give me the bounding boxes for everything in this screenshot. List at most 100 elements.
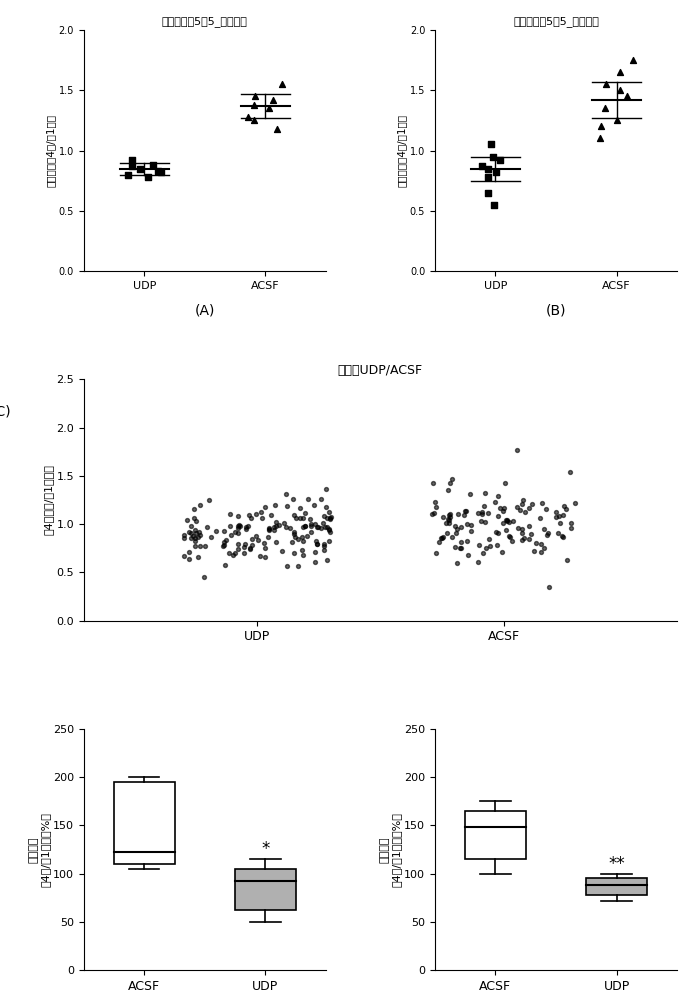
- Point: [203, 492, 214, 508]
- Point: [443, 507, 454, 523]
- Point: [455, 540, 466, 556]
- Point: [512, 499, 523, 515]
- Point: [232, 518, 243, 534]
- Point: [566, 520, 577, 536]
- Point: [485, 136, 496, 152]
- Y-axis label: 第4天像素/第1天像素: 第4天像素/第1天像素: [43, 465, 54, 535]
- Point: [262, 529, 274, 545]
- Point: [506, 533, 517, 549]
- Point: [320, 481, 331, 497]
- Point: [489, 197, 500, 213]
- Point: [463, 547, 474, 563]
- Point: [477, 158, 488, 174]
- Point: [252, 532, 263, 548]
- Point: [193, 549, 204, 565]
- Point: [279, 515, 290, 531]
- Point: [499, 475, 510, 491]
- Point: [318, 536, 329, 552]
- Point: [219, 557, 230, 573]
- Point: [456, 534, 467, 550]
- Point: [483, 531, 494, 547]
- Point: [309, 516, 320, 532]
- Point: [535, 544, 547, 560]
- Point: [542, 527, 553, 543]
- Point: [277, 76, 288, 92]
- Point: [265, 507, 276, 523]
- Point: [497, 503, 508, 519]
- Point: [466, 517, 477, 533]
- Point: [554, 515, 565, 531]
- Point: [496, 544, 507, 560]
- Point: [244, 541, 255, 557]
- Point: [186, 530, 197, 546]
- Point: [289, 507, 300, 523]
- Point: [426, 506, 438, 522]
- Point: [321, 499, 332, 515]
- Point: [186, 518, 197, 534]
- Point: [190, 522, 201, 538]
- Point: [524, 518, 535, 534]
- Point: [195, 527, 206, 543]
- Point: [229, 524, 240, 540]
- Point: [123, 167, 134, 183]
- Point: [460, 503, 471, 519]
- Point: [503, 528, 514, 544]
- Point: [315, 491, 327, 507]
- Point: [181, 512, 192, 528]
- Point: [297, 542, 308, 558]
- Point: [503, 514, 514, 530]
- Point: [260, 549, 271, 565]
- Point: [302, 491, 313, 507]
- Point: [628, 52, 639, 68]
- Point: [518, 530, 529, 546]
- Point: [234, 517, 245, 533]
- Point: [484, 538, 496, 554]
- Point: [179, 530, 190, 546]
- FancyBboxPatch shape: [465, 811, 526, 859]
- Point: [514, 502, 526, 518]
- Point: [325, 509, 336, 525]
- Point: [442, 482, 453, 498]
- Point: [431, 499, 442, 515]
- Point: [501, 513, 512, 529]
- Point: [198, 569, 209, 585]
- Point: [466, 523, 477, 539]
- Point: [621, 88, 632, 104]
- Point: [244, 507, 255, 523]
- Point: [232, 520, 244, 536]
- Point: [599, 100, 610, 116]
- Point: [445, 506, 456, 522]
- Point: [267, 92, 279, 108]
- Point: [440, 515, 452, 531]
- Point: [507, 513, 519, 529]
- Point: [288, 524, 299, 540]
- Point: [306, 516, 317, 532]
- Point: [524, 500, 535, 516]
- Point: [292, 531, 304, 547]
- Point: [323, 533, 334, 549]
- Point: [519, 504, 530, 520]
- Point: [218, 523, 230, 539]
- Point: [241, 521, 252, 537]
- Point: [228, 547, 239, 563]
- Point: [233, 541, 244, 557]
- Point: [288, 526, 299, 542]
- Point: [325, 511, 336, 527]
- Point: [249, 88, 260, 104]
- Point: [561, 501, 572, 517]
- Point: [565, 464, 576, 480]
- Point: [611, 112, 623, 128]
- Point: [322, 552, 333, 568]
- Point: [517, 496, 528, 512]
- Point: [286, 534, 297, 550]
- Point: [311, 519, 322, 535]
- Point: [493, 488, 504, 504]
- Point: [155, 164, 166, 180]
- Point: [455, 540, 466, 556]
- Point: [221, 532, 232, 548]
- Point: [476, 504, 487, 520]
- Point: [290, 510, 301, 526]
- Point: [323, 522, 334, 538]
- Point: [487, 149, 498, 165]
- Point: [437, 509, 448, 525]
